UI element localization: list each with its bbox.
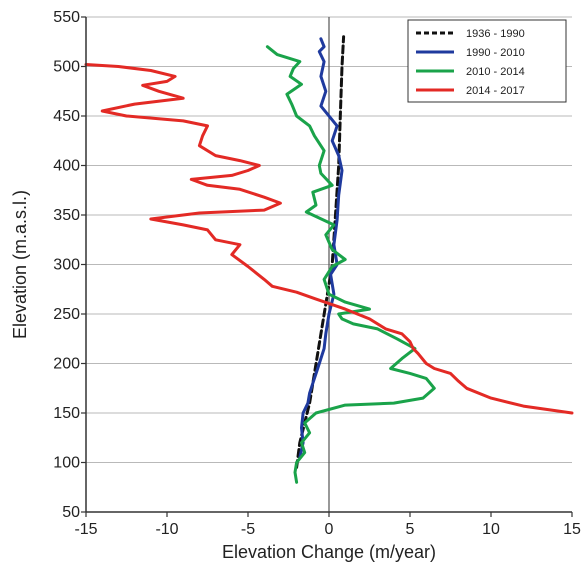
y-tick-label: 250 <box>53 306 80 323</box>
y-tick-label: 200 <box>53 356 80 373</box>
y-tick-label: 100 <box>53 455 80 472</box>
y-tick-label: 50 <box>62 504 80 521</box>
x-axis-title: Elevation Change (m/year) <box>222 542 436 562</box>
y-tick-label: 400 <box>53 158 80 175</box>
x-tick-label: -10 <box>155 521 178 538</box>
series-line-2014-2017 <box>84 63 574 415</box>
series-lines <box>84 35 574 484</box>
y-tick-label: 350 <box>53 207 80 224</box>
y-tick-label: 150 <box>53 405 80 422</box>
legend-label: 2010 - 2014 <box>466 66 525 78</box>
legend-label: 1990 - 2010 <box>466 47 525 59</box>
x-tick-label: 10 <box>482 521 500 538</box>
y-tick-label: 450 <box>53 108 80 125</box>
x-tick-label: -5 <box>241 521 255 538</box>
series-line-2010-2014 <box>265 45 436 484</box>
y-tick-label: 550 <box>53 9 80 26</box>
legend-label: 1936 - 1990 <box>466 28 525 40</box>
x-tick-label: 0 <box>325 521 334 538</box>
gridlines <box>86 16 572 512</box>
y-tick-label: 500 <box>53 59 80 76</box>
series-line-1990-2010 <box>298 37 344 460</box>
x-tick-label: 15 <box>563 521 581 538</box>
legend: 1936 - 1990 1990 - 2010 2010 - 2014 2014 - … <box>407 19 567 103</box>
x-tick-label: -15 <box>74 521 97 538</box>
x-tick-label: 5 <box>406 521 415 538</box>
y-axis-title: Elevation (m.a.s.l.) <box>10 190 30 339</box>
legend-label: 2014 - 2017 <box>466 85 525 97</box>
series-line-1936-1990 <box>295 35 346 469</box>
y-tick-label: 300 <box>53 257 80 274</box>
